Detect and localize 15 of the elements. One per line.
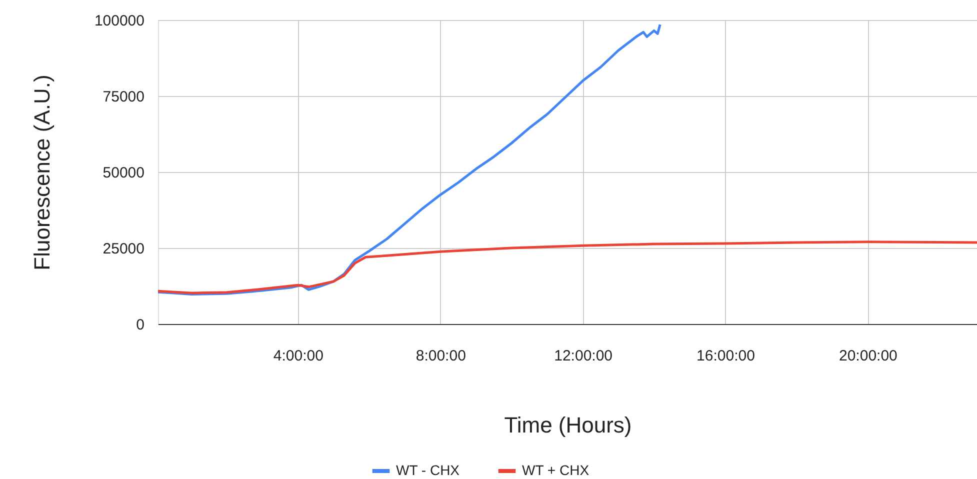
y-tick-label: 100000 [94, 12, 144, 30]
y-tick-label: 75000 [102, 88, 144, 106]
line-series [158, 240, 977, 294]
x-tick-label: 4:00:00 [273, 348, 324, 364]
x-axis-title: Time (Hours) [504, 412, 632, 438]
legend-label: WT - CHX [396, 462, 460, 478]
y-tick-label: 0 [136, 316, 144, 334]
x-tick-label: 16:00:00 [696, 348, 755, 364]
y-tick-label: 50000 [102, 164, 144, 182]
x-tick-label: 12:00:00 [554, 348, 613, 364]
x-tick-label: 20:00:00 [838, 348, 898, 364]
y-axis-title: Fluorescence (A.U.) [29, 74, 54, 270]
y-tick-label: 25000 [102, 240, 144, 258]
x-tick-label: 8:00:00 [416, 348, 466, 364]
legend-label: WT + CHX [522, 462, 590, 478]
